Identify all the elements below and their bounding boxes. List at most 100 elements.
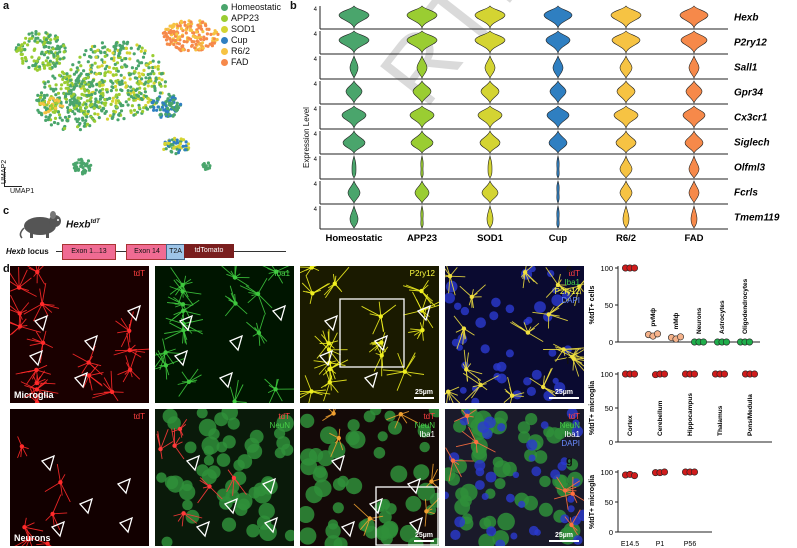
violin-shape	[684, 130, 704, 154]
umap-point	[172, 113, 176, 117]
violin-shape	[342, 130, 366, 154]
umap-point	[141, 109, 145, 114]
umap-point	[82, 124, 86, 128]
neun-cell	[478, 533, 495, 546]
umap-point	[27, 32, 31, 36]
umap-point	[63, 76, 67, 80]
cell-process	[545, 267, 574, 298]
umap-point	[186, 22, 191, 26]
violin-shape	[622, 204, 630, 229]
umap-point	[112, 66, 116, 70]
cell-process	[323, 266, 350, 299]
umap-point	[178, 142, 182, 146]
violin-tick: 4	[314, 32, 318, 38]
dot-y-label: %tdT+ microglia	[589, 475, 596, 529]
umap-point	[94, 55, 98, 59]
umap-point	[137, 71, 141, 75]
umap-point	[72, 99, 76, 103]
umap-point	[79, 72, 83, 76]
umap-point	[43, 105, 47, 109]
neun-cell	[566, 458, 579, 471]
umap-point	[42, 53, 47, 57]
violin-shape	[613, 105, 639, 130]
umap-point	[56, 91, 61, 95]
gene-label: Hexb	[734, 13, 758, 24]
dapi-nucleus	[493, 363, 501, 371]
cell-process	[171, 418, 188, 438]
umap-point	[77, 79, 81, 83]
allele-name: HexbtdT	[66, 219, 100, 230]
legend-swatch	[221, 48, 228, 55]
umap-point	[137, 82, 141, 86]
dot-y-tick-label: 0	[609, 528, 613, 537]
umap-point	[129, 109, 133, 113]
umap-point	[122, 117, 126, 121]
umap-point	[117, 52, 121, 56]
umap-point	[110, 85, 114, 89]
umap-point	[37, 110, 41, 114]
umap-point	[94, 88, 98, 92]
cell-process	[300, 375, 331, 403]
umap-point	[27, 65, 31, 70]
dapi-nucleus	[486, 526, 497, 537]
umap-point	[53, 37, 57, 41]
dot-y-label: %tdT+ microglia	[589, 381, 596, 435]
umap-point	[151, 59, 155, 63]
umap-point	[76, 125, 80, 129]
neun-cell	[201, 469, 217, 485]
umap-point	[82, 53, 87, 57]
dapi-nucleus	[566, 409, 578, 419]
dapi-nucleus	[567, 505, 575, 513]
umap-point	[79, 164, 83, 168]
group-label: APP23	[407, 233, 437, 244]
umap-point	[125, 51, 129, 55]
dot-y-tick-label: 50	[605, 301, 613, 310]
umap-point	[162, 102, 166, 106]
zoom-inset-box	[375, 486, 439, 546]
umap-point	[203, 23, 208, 27]
locus-suffix: locus	[25, 247, 49, 256]
umap-point	[201, 162, 206, 167]
legend-item: Homeostatic	[221, 2, 281, 13]
cell-process	[455, 426, 496, 453]
neun-cell	[417, 482, 435, 501]
cell-process	[10, 318, 41, 336]
umap-point	[67, 114, 71, 119]
umap-point	[195, 30, 199, 34]
umap-point	[162, 147, 166, 151]
umap-point	[204, 44, 208, 48]
violin-shape	[679, 5, 709, 30]
umap-point	[87, 89, 91, 93]
umap-point	[201, 20, 205, 24]
umap-point	[112, 58, 116, 63]
umap-point	[183, 20, 187, 24]
violin-shape	[338, 30, 370, 55]
cell-process	[45, 494, 68, 531]
umap-point	[146, 79, 150, 83]
dapi-nucleus	[450, 529, 461, 540]
dot-category-label: Oligodendrocytes	[742, 278, 749, 334]
arrowhead-marker	[223, 497, 238, 515]
channel-labels: tdT	[133, 269, 145, 278]
cell-process	[155, 350, 185, 380]
umap-point	[180, 44, 184, 49]
neun-cell	[363, 410, 376, 423]
umap-point	[48, 33, 52, 37]
violin-tick: 4	[314, 132, 318, 138]
cell-process	[361, 301, 397, 335]
umap-point	[63, 115, 68, 119]
umap-point	[86, 122, 90, 126]
cell-process	[264, 378, 294, 403]
channel-labels: tdT Iba1 P2ry12 DAPI	[555, 269, 580, 305]
neun-cell	[317, 450, 334, 467]
umap-point	[160, 78, 164, 82]
umap-point	[166, 27, 170, 31]
umap-point	[99, 94, 103, 98]
umap-point	[43, 82, 47, 86]
scale-bar-line	[414, 540, 434, 542]
umap-point	[61, 104, 65, 108]
legend-swatch	[221, 59, 228, 66]
allele-text: Hexb	[66, 219, 91, 231]
gene-label: Cx3cr1	[734, 113, 768, 124]
dapi-nucleus	[526, 439, 538, 451]
